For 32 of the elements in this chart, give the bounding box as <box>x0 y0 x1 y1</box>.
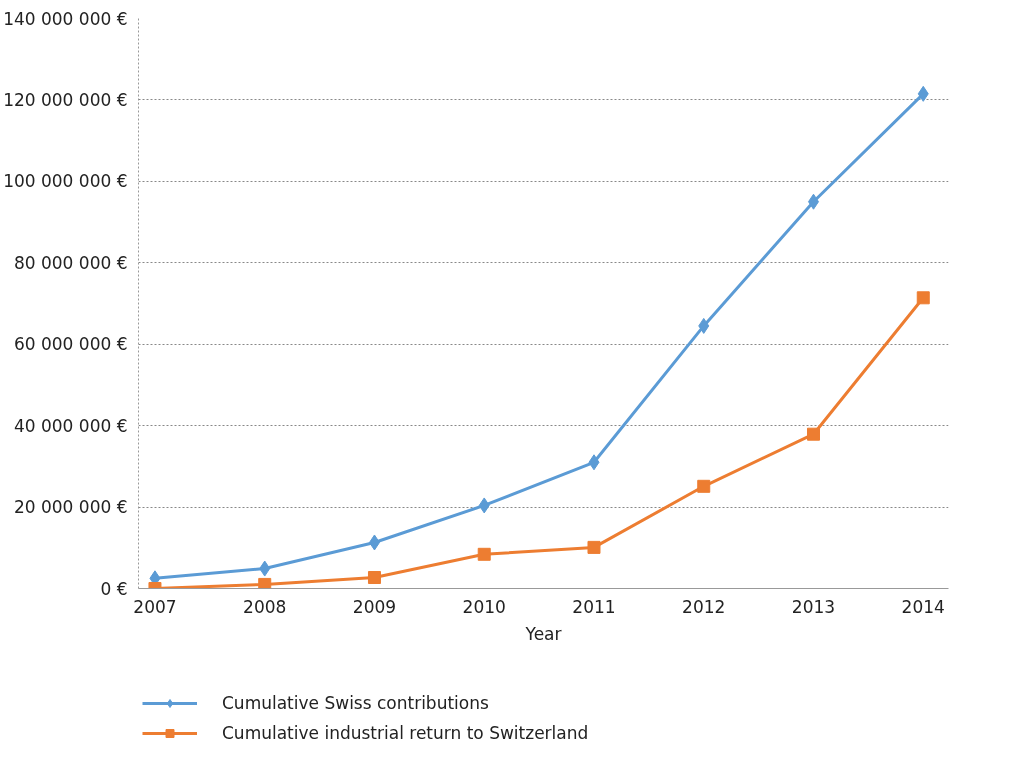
point <box>258 577 272 589</box>
y-tick-label: 0 € <box>100 578 128 599</box>
x-tick-label: 2008 <box>243 596 287 617</box>
point <box>697 479 711 493</box>
x-tick-label: 2012 <box>682 596 726 617</box>
point <box>588 454 600 471</box>
legend-label: Cumulative Swiss contributions <box>222 692 489 713</box>
y-tick-label: 60 000 000 € <box>13 334 128 355</box>
x-tick-label: 2009 <box>352 596 397 617</box>
y-tick-label: 20 000 000 € <box>13 497 128 518</box>
y-tick-label: 120 000 000 € <box>3 89 128 110</box>
point <box>259 560 271 577</box>
x-tick-label: 2007 <box>133 596 177 617</box>
point <box>367 571 381 585</box>
x-tick-label: 2010 <box>462 596 506 617</box>
x-tick-label: 2011 <box>572 596 616 617</box>
legend-label: Cumulative industrial return to Switzerland <box>222 722 589 743</box>
x-axis-title: Year <box>524 623 562 644</box>
y-tick-label: 40 000 000 € <box>13 415 128 436</box>
point <box>587 540 601 554</box>
x-tick-label: 2013 <box>791 596 836 617</box>
point <box>698 317 710 334</box>
point <box>477 547 491 561</box>
point <box>807 427 820 441</box>
y-tick-label: 140 000 000 € <box>3 8 128 29</box>
y-tick-label: 80 000 000 € <box>13 252 128 273</box>
point <box>368 534 380 551</box>
y-tick-label: 100 000 000 € <box>3 171 128 192</box>
x-tick-label: 2014 <box>901 596 945 617</box>
point <box>916 291 930 305</box>
point <box>478 497 490 514</box>
point <box>917 85 929 102</box>
